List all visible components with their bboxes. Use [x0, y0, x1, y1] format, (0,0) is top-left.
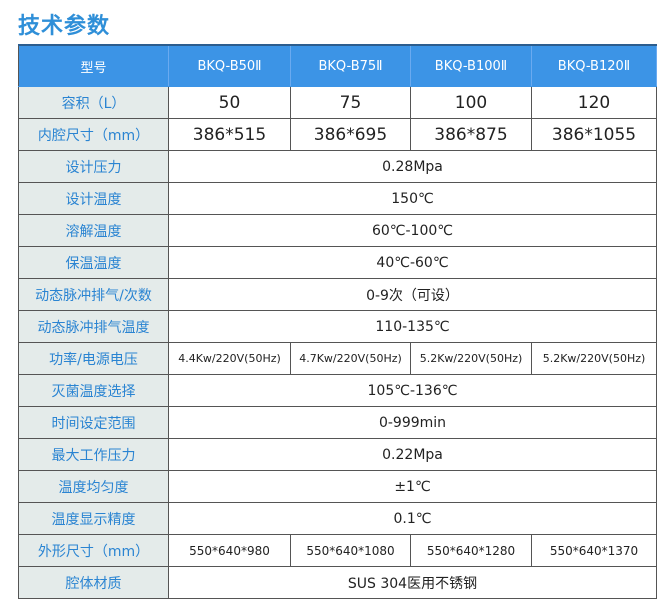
table-cell: 386*515 — [168, 118, 291, 151]
table-cell: 386*695 — [290, 118, 411, 151]
table-cell: SUS 304医用不锈钢 — [168, 566, 657, 599]
table-row: 溶解温度 60℃-100℃ — [18, 214, 657, 247]
page-title: 技术参数 — [18, 14, 111, 39]
table-row: 内腔尺寸（mm） 386*515 386*695 386*875 386*1055 — [18, 118, 657, 151]
table-cell: 386*1055 — [531, 118, 657, 151]
row-label: 内腔尺寸（mm） — [18, 118, 169, 151]
table-row: 动态脉冲排气/次数 0-9次（可设） — [18, 278, 657, 311]
row-label: 溶解温度 — [18, 214, 169, 247]
table-cell: 100 — [410, 86, 532, 119]
table-cell: 550*640*1080 — [290, 534, 411, 567]
table-cell: 386*875 — [410, 118, 532, 151]
table-cell: 60℃-100℃ — [168, 214, 657, 247]
table-row: 设计压力 0.28Mpa — [18, 150, 657, 183]
table-cell: ±1℃ — [168, 470, 657, 503]
table-cell: 550*640*1280 — [410, 534, 532, 567]
table-cell: 75 — [290, 86, 411, 119]
table-row: 保温温度 40℃-60℃ — [18, 246, 657, 279]
table-row: 时间设定范围 0-999min — [18, 406, 657, 439]
header-cell: BKQ-B120Ⅱ — [531, 44, 657, 87]
table-cell: 0.28Mpa — [168, 150, 657, 183]
row-label: 动态脉冲排气/次数 — [18, 278, 169, 311]
row-label: 设计温度 — [18, 182, 169, 215]
table-cell: 4.7Kw/220V(50Hz) — [290, 342, 411, 375]
table-cell: 0-9次（可设） — [168, 278, 657, 311]
row-label: 灭菌温度选择 — [18, 374, 169, 407]
table-row: 温度均匀度 ±1℃ — [18, 470, 657, 503]
table-cell: 550*640*980 — [168, 534, 291, 567]
spec-table: 型号 BKQ-B50Ⅱ BKQ-B75Ⅱ BKQ-B100Ⅱ BKQ-B120Ⅱ… — [18, 44, 657, 599]
table-row: 外形尺寸（mm） 550*640*980 550*640*1080 550*640*1… — [18, 534, 657, 567]
row-label: 时间设定范围 — [18, 406, 169, 439]
header-cell: 型号 — [18, 44, 169, 87]
row-label: 温度显示精度 — [18, 502, 169, 535]
table-cell: 110-135℃ — [168, 310, 657, 343]
table-cell: 0.1℃ — [168, 502, 657, 535]
table-row: 灭菌温度选择 105℃-136℃ — [18, 374, 657, 407]
table-row: 最大工作压力 0.22Mpa — [18, 438, 657, 471]
table-cell: 550*640*1370 — [531, 534, 657, 567]
table-cell: 120 — [531, 86, 657, 119]
table-row: 腔体材质 SUS 304医用不锈钢 — [18, 566, 657, 599]
row-label: 腔体材质 — [18, 566, 169, 599]
table-row: 设计温度 150℃ — [18, 182, 657, 215]
table-cell: 50 — [168, 86, 291, 119]
header-cell: BKQ-B50Ⅱ — [168, 44, 291, 87]
table-row: 容积（L） 50 75 100 120 — [18, 86, 657, 119]
table-cell: 40℃-60℃ — [168, 246, 657, 279]
table-cell: 105℃-136℃ — [168, 374, 657, 407]
table-cell: 5.2Kw/220V(50Hz) — [531, 342, 657, 375]
row-label: 容积（L） — [18, 86, 169, 119]
header-cell: BKQ-B75Ⅱ — [290, 44, 411, 87]
row-label: 温度均匀度 — [18, 470, 169, 503]
table-row: 温度显示精度 0.1℃ — [18, 502, 657, 535]
row-label: 保温温度 — [18, 246, 169, 279]
row-label: 外形尺寸（mm） — [18, 534, 169, 567]
header-cell: BKQ-B100Ⅱ — [410, 44, 532, 87]
table-row: 功率/电源电压 4.4Kw/220V(50Hz) 4.7Kw/220V(50Hz) 5… — [18, 342, 657, 375]
table-cell: 5.2Kw/220V(50Hz) — [410, 342, 532, 375]
table-cell: 4.4Kw/220V(50Hz) — [168, 342, 291, 375]
table-row: 动态脉冲排气温度 110-135℃ — [18, 310, 657, 343]
row-label: 动态脉冲排气温度 — [18, 310, 169, 343]
row-label: 最大工作压力 — [18, 438, 169, 471]
row-label: 设计压力 — [18, 150, 169, 183]
row-label: 功率/电源电压 — [18, 342, 169, 375]
table-cell: 150℃ — [168, 182, 657, 215]
table-cell: 0.22Mpa — [168, 438, 657, 471]
table-cell: 0-999min — [168, 406, 657, 439]
header-row: 型号 BKQ-B50Ⅱ BKQ-B75Ⅱ BKQ-B100Ⅱ BKQ-B120Ⅱ — [18, 44, 657, 87]
